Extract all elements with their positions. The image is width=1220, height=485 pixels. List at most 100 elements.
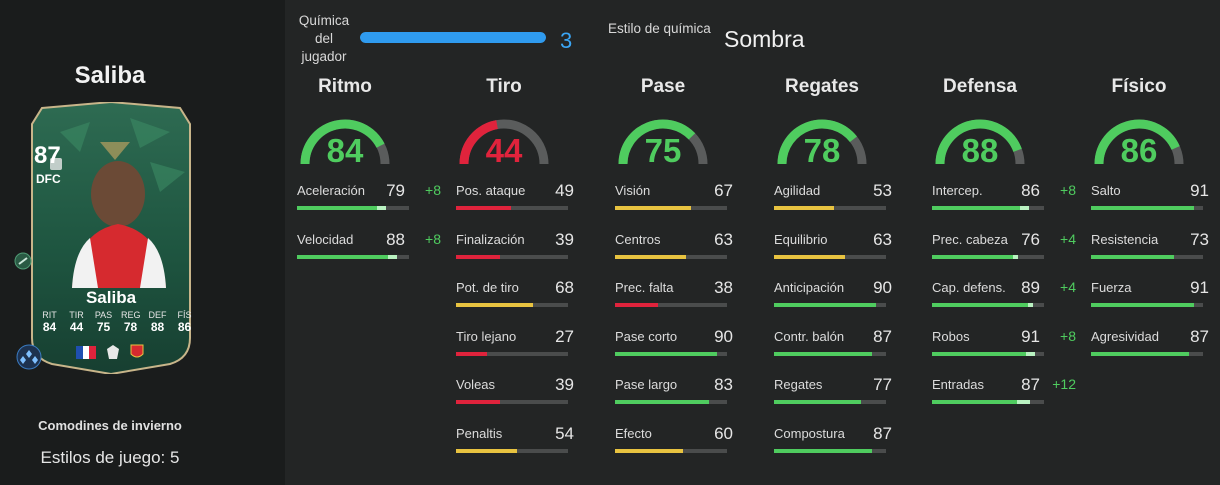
stat-bar: [615, 351, 727, 356]
stat-value: 39: [555, 375, 574, 395]
stat-row: Visión 67: [615, 181, 749, 222]
promo-name: Comodines de invierno: [38, 418, 182, 433]
card-stat: RIT 84: [40, 310, 59, 334]
stat-bar: [615, 303, 727, 308]
stat-label: Penaltis: [456, 426, 503, 441]
stat-bar-bonus: [1020, 206, 1030, 210]
stat-label: Contr. balón: [774, 328, 845, 344]
stat-bar: [456, 303, 568, 308]
stat-bar-fill: [456, 206, 512, 210]
stat-value: 89: [1021, 278, 1040, 298]
card-stat-value: 86: [177, 320, 192, 334]
stat-bar: [615, 254, 727, 259]
category-title: Regates: [785, 76, 859, 97]
category-gauge: 44: [456, 114, 552, 172]
stat-value: 77: [873, 375, 892, 395]
stat-bar-fill: [1091, 206, 1194, 210]
stat-bar-fill: [615, 449, 683, 453]
stat-bar-fill: [615, 351, 717, 356]
stat-row: Agilidad 53: [774, 181, 908, 222]
stat-bar-fill: [932, 303, 1029, 308]
stat-value: 86: [1021, 181, 1040, 200]
stat-label: Intercep.: [932, 183, 983, 198]
stat-row: Velocidad 88 +8: [297, 230, 441, 271]
gauge-fill: [459, 120, 499, 165]
card-stat-label: RIT: [42, 310, 57, 320]
chemistry-bar: [360, 32, 546, 43]
stat-column-defensa: Defensa 88 Intercep. 86 +8 Prec. cabeza 76 +4 Ca…: [910, 76, 1076, 405]
category-value: 75: [644, 132, 682, 169]
category-gauge: 86: [1091, 114, 1187, 172]
stat-row: Salto 91: [1091, 181, 1220, 222]
stat-label: Entradas: [932, 377, 985, 393]
player-name: Saliba: [74, 62, 146, 89]
chem-style-label: Estilo de química: [608, 21, 711, 36]
stat-bar: [932, 206, 1044, 210]
card-rating: 87: [34, 142, 61, 169]
stat-bar: [1091, 254, 1203, 259]
premier-league-icon: [107, 345, 119, 359]
card-background: [31, 100, 191, 376]
stat-label: Cap. defens.: [932, 280, 1006, 296]
card-stat-label: PAS: [94, 310, 113, 320]
stat-bar-fill: [932, 254, 1014, 259]
stat-row: Tiro lejano 27: [456, 326, 590, 368]
card-stat-label: TIR: [69, 310, 84, 320]
card-stats: RIT 84 TIR 44 PAS 75 REG 78 DEF 88 FÍS 86: [40, 310, 194, 334]
stat-value: 91: [1190, 181, 1209, 200]
stat-column-físico: Físico 86 Salto 91 Resistencia 73 Fuerza 91 Agre…: [1069, 76, 1209, 356]
gauge-fill: [300, 119, 385, 165]
stat-label: Regates: [774, 377, 823, 393]
stat-bar: [932, 351, 1044, 356]
stat-bar: [615, 449, 727, 453]
stat-row: Entradas 87 +12: [932, 375, 1076, 416]
arsenal-crest-icon: [130, 344, 144, 358]
gauge-fill: [777, 119, 857, 165]
category-value: 84: [326, 132, 364, 169]
player-card[interactable]: 87 DFC Saliba RIT 84 TIR 44 PAS 75 REG 78 DE…: [20, 100, 202, 376]
stat-column-tiro: Tiro 44 Pos. ataque 49 Finalización 39 Pot. de…: [434, 76, 574, 453]
stat-bar-fill: [456, 400, 501, 405]
stat-value: 79: [386, 181, 405, 200]
stat-bar: [456, 254, 568, 259]
stat-row: Intercep. 86 +8: [932, 181, 1076, 222]
stat-bar-fill: [615, 206, 691, 210]
stat-bar: [456, 400, 568, 405]
stat-bar-bonus: [1013, 254, 1018, 259]
stat-row: Resistencia 73: [1091, 230, 1220, 271]
stat-row: Cap. defens. 89 +4: [932, 278, 1076, 319]
stat-bar-bonus: [1016, 400, 1031, 405]
stat-bar: [774, 206, 886, 210]
stat-bar: [774, 449, 886, 453]
stat-value: 87: [873, 424, 892, 443]
category-title: Físico: [1111, 76, 1167, 97]
stat-bar: [774, 351, 886, 356]
stat-value: 76: [1021, 229, 1040, 249]
stat-row: Fuerza 91: [1091, 278, 1220, 319]
stat-bar-fill: [456, 351, 487, 356]
stat-bar-fill: [456, 449, 518, 453]
gauge-arc: [935, 119, 1025, 165]
stat-value: 39: [555, 229, 574, 249]
card-stat-label: REG: [121, 310, 141, 320]
stat-row: Pase corto 90: [615, 327, 749, 368]
stat-value: 27: [555, 326, 574, 346]
stat-bonus: +8: [425, 230, 441, 247]
stat-bar-fill: [615, 400, 709, 405]
playstyle-plus-icon: [16, 344, 42, 370]
stat-bar-fill: [1091, 254, 1174, 259]
stat-bar-fill: [774, 449, 873, 453]
chemistry-label: Química del jugador: [298, 13, 350, 64]
gauge-arc: [459, 119, 549, 165]
stat-label: Agilidad: [774, 183, 821, 198]
card-stat-value: 44: [69, 320, 84, 334]
chem-style-value[interactable]: Sombra: [724, 26, 805, 52]
playstyles-count[interactable]: Estilos de juego: 5: [40, 448, 180, 467]
stat-bar-fill: [932, 206, 1021, 210]
card-stat: FÍS 86: [175, 310, 194, 334]
stat-bar-bonus: [1025, 351, 1035, 356]
gauge-fill: [1094, 119, 1180, 165]
card-stat: PAS 75: [94, 310, 113, 334]
stat-row: Penaltis 54: [456, 424, 590, 465]
card-flags: [76, 344, 144, 360]
